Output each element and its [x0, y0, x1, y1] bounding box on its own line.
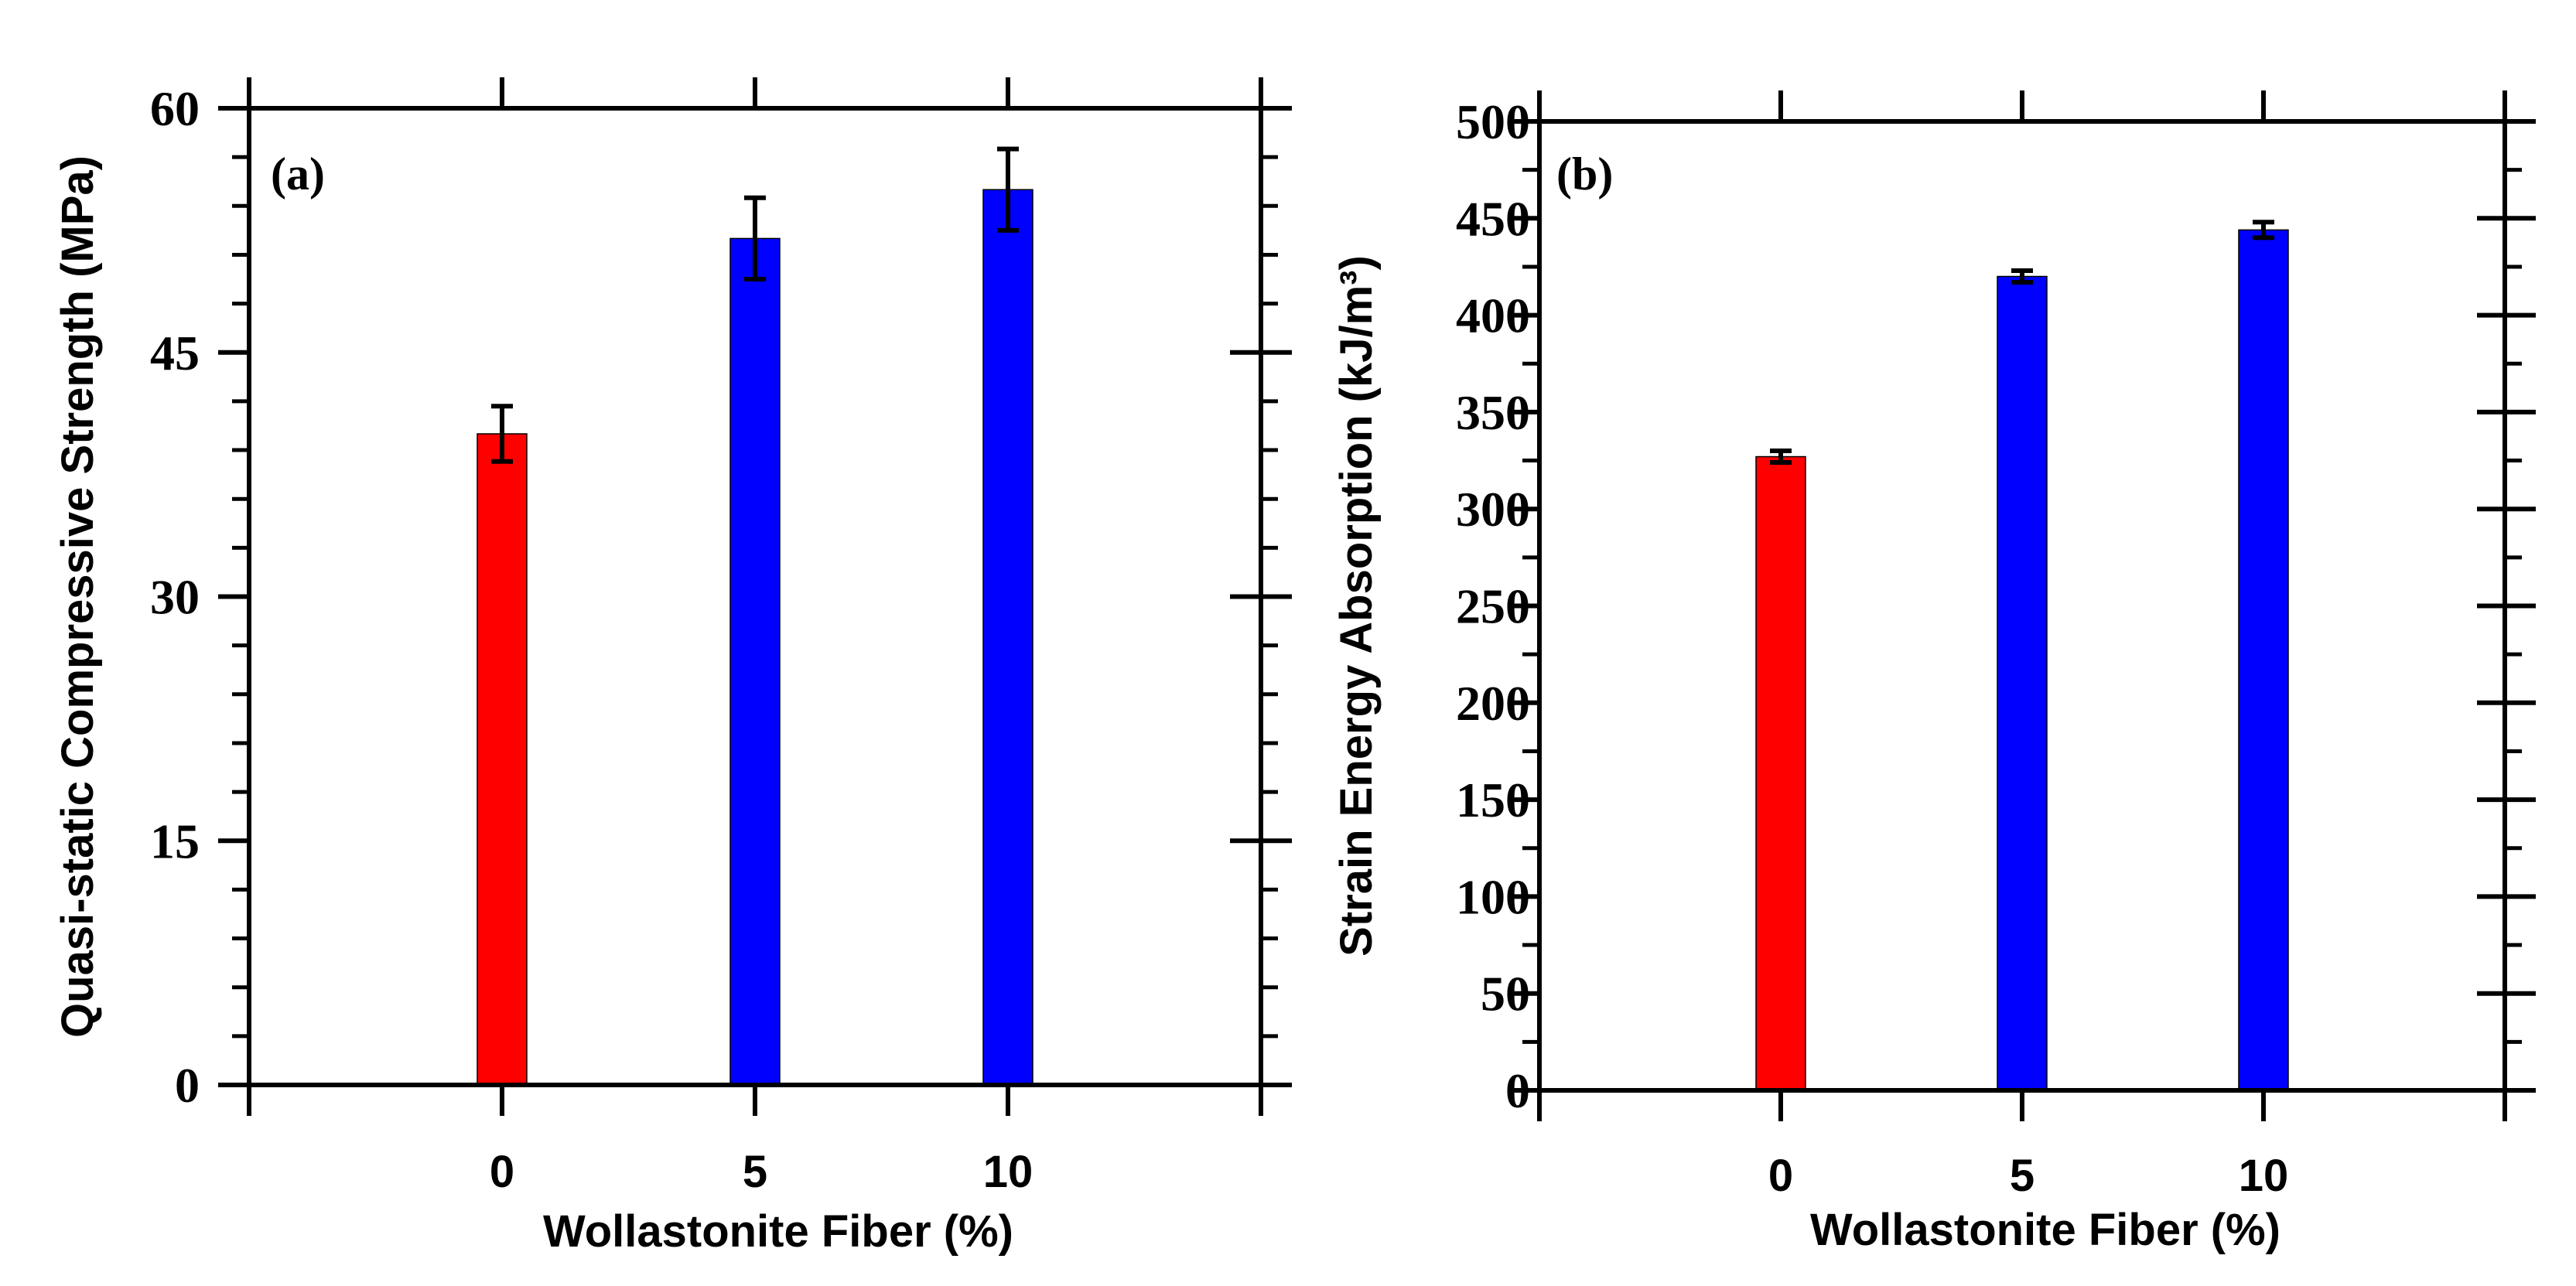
y-axis-title: Quasi-static Compressive Strength (MPa) [53, 155, 103, 1038]
y-tick-label: 300 [1456, 482, 1530, 537]
panel-a-compressive-strength: 0 15 30 45 60 0 5 10 Wollastonite Fiber (%) Quasi… [53, 77, 1292, 1257]
y-tick-label: 100 [1456, 869, 1530, 924]
x-tick-label: 10 [983, 1147, 1033, 1197]
bar-10 [2238, 229, 2289, 1091]
y-tick-label: 60 [150, 81, 200, 136]
bar-0 [477, 433, 528, 1086]
bar-10 [982, 189, 1033, 1086]
bar-5 [1997, 275, 2048, 1091]
y-tick-label: 400 [1456, 288, 1530, 343]
y-tick-label: 50 [1481, 967, 1530, 1022]
y-tick-label: 200 [1456, 676, 1530, 731]
y-tick-label: 250 [1456, 579, 1530, 634]
y-tick-label: 350 [1456, 385, 1530, 440]
bar-5 [729, 237, 781, 1086]
x-axis-title: Wollastonite Fiber (%) [1810, 1205, 2280, 1255]
y-axis-title: Strain Energy Absorption (kJ/m³) [1331, 255, 1382, 957]
x-tick-label: 0 [490, 1147, 514, 1197]
x-tick-label: 5 [2010, 1151, 2034, 1201]
x-tick-label: 0 [1768, 1151, 1793, 1201]
panel-label: (b) [1556, 148, 1613, 200]
y-tick-label: 150 [1456, 773, 1530, 827]
y-tick-label: 45 [150, 326, 200, 380]
y-tick-label: 15 [150, 814, 200, 868]
y-tick-label: 450 [1456, 191, 1530, 246]
bar-0 [1755, 455, 1806, 1091]
y-tick-label: 500 [1456, 94, 1530, 149]
y-tick-label: 0 [175, 1058, 200, 1113]
y-tick-label: 30 [150, 570, 200, 625]
panel-b-strain-energy: 0 50 100 150 200 250 300 350 400 450 500 0 5 10Wollas… [1331, 90, 2536, 1255]
panel-label: (a) [271, 148, 325, 200]
x-tick-label: 5 [743, 1147, 767, 1197]
x-axis-title: Wollastonite Fiber (%) [543, 1206, 1013, 1257]
y-tick-label: 0 [1505, 1063, 1530, 1118]
x-tick-label: 10 [2239, 1151, 2289, 1201]
